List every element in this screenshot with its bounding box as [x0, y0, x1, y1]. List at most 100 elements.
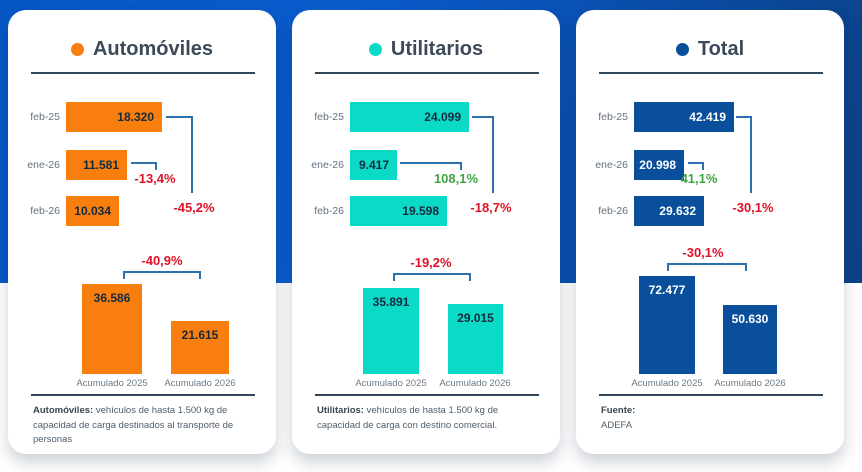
- bar-value: 36.586: [93, 291, 131, 305]
- yoy-change: -30,1%: [732, 200, 774, 215]
- mom-bracket: [131, 162, 157, 170]
- mom-change: 108,1%: [433, 171, 479, 186]
- monthly-bar-row: feb-25 24.099: [292, 102, 560, 132]
- monthly-bar: 42.419: [634, 102, 734, 132]
- footnote-text: vehículos de hasta 1.500 kg de capacidad…: [317, 405, 499, 431]
- bar-value: 50.630: [731, 312, 769, 326]
- month-label: feb-25: [598, 111, 628, 123]
- header-divider: [31, 72, 255, 74]
- month-label: ene-26: [27, 159, 60, 171]
- yoy-bracket: [166, 116, 193, 193]
- accumulated-bar: 21.615: [171, 321, 229, 374]
- accumulated-bar: 50.630: [723, 305, 777, 374]
- accumulated-bracket: [393, 273, 471, 281]
- accumulated-label: Acumulado 2025: [76, 378, 148, 389]
- footnote-term: Fuente:: [601, 405, 636, 416]
- monthly-bar: 9.417: [350, 150, 397, 180]
- mom-bracket: [400, 162, 462, 170]
- bar-value: 9.417: [358, 158, 389, 172]
- bar-value: 29.632: [659, 204, 696, 218]
- bar-value: 35.891: [372, 295, 410, 309]
- bar-value: 10.034: [74, 204, 111, 218]
- mom-change: -13,4%: [134, 171, 176, 186]
- month-label: ene-26: [311, 159, 344, 171]
- monthly-bar: 11.581: [66, 150, 127, 180]
- footnote: Utilitarios: vehículos de hasta 1.500 kg…: [317, 404, 540, 433]
- yoy-change: -45,2%: [173, 200, 215, 215]
- bar-value: 29.015: [457, 311, 494, 325]
- month-label: feb-25: [30, 111, 60, 123]
- monthly-bar: 10.034: [66, 196, 119, 226]
- bar-value: 72.477: [648, 283, 686, 297]
- panel-title: Utilitarios: [390, 37, 484, 60]
- bar-value: 18.320: [117, 110, 154, 124]
- panel-utilitarios: Utilitarios feb-25 24.099 ene-26 9.417 f…: [292, 10, 560, 454]
- footnote-divider: [315, 394, 539, 396]
- accumulated-label: Acumulado 2025: [355, 378, 427, 389]
- footnote-divider: [31, 394, 255, 396]
- monthly-bar-row: feb-26 10.034: [8, 196, 276, 226]
- month-label: feb-26: [598, 205, 628, 217]
- accumulated-label: Acumulado 2026: [164, 378, 236, 389]
- month-label: feb-25: [314, 111, 344, 123]
- monthly-bar: 29.632: [634, 196, 704, 226]
- panel-header: Automóviles: [8, 34, 276, 64]
- legend-dot-icon: [368, 42, 382, 56]
- accumulated-label: Acumulado 2026: [714, 378, 786, 389]
- monthly-bar: 19.598: [350, 196, 447, 226]
- monthly-bar-row: feb-25 18.320: [8, 102, 276, 132]
- accumulated-bar: 29.015: [448, 304, 503, 374]
- footnote-source: Fuente: ADEFA: [601, 404, 824, 433]
- month-label: ene-26: [595, 159, 628, 171]
- panel-title: Automóviles: [92, 37, 214, 60]
- footnote-divider: [599, 394, 823, 396]
- legend-dot-icon: [70, 42, 84, 56]
- accumulated-bracket: [667, 263, 747, 271]
- monthly-bar: 20.998: [634, 150, 684, 180]
- monthly-bar-row: ene-26 11.581: [8, 150, 276, 180]
- bar-value: 11.581: [82, 158, 119, 172]
- footnote-text: vehículos de hasta 1.500 kg de capacidad…: [33, 405, 234, 446]
- monthly-bar: 18.320: [66, 102, 162, 132]
- bar-value: 42.419: [689, 110, 726, 124]
- legend-dot-icon: [675, 42, 689, 56]
- yoy-bracket: [472, 116, 494, 193]
- bar-value: 19.598: [402, 204, 439, 218]
- yoy-bracket: [736, 116, 752, 193]
- panel-title: Total: [697, 37, 745, 60]
- accumulated-bar: 35.891: [363, 288, 419, 374]
- monthly-bar-row: feb-25 42.419: [576, 102, 844, 132]
- month-label: feb-26: [314, 205, 344, 217]
- yoy-change: -18,7%: [470, 200, 512, 215]
- accumulated-change: -19,2%: [410, 255, 452, 270]
- footnote-term: Utilitarios:: [317, 405, 364, 416]
- accumulated-bar: 72.477: [639, 276, 695, 374]
- header-divider: [599, 72, 823, 74]
- accumulated-label: Acumulado 2026: [439, 378, 511, 389]
- footnote-text: ADEFA: [601, 419, 633, 431]
- monthly-bar: 24.099: [350, 102, 469, 132]
- footnote: Automóviles: vehículos de hasta 1.500 kg…: [33, 404, 256, 448]
- monthly-bar-row: ene-26 9.417: [292, 150, 560, 180]
- accumulated-bar: 36.586: [82, 284, 142, 374]
- header-divider: [315, 72, 539, 74]
- panel-header: Total: [576, 34, 844, 64]
- bar-value: 24.099: [424, 110, 461, 124]
- month-label: feb-26: [30, 205, 60, 217]
- monthly-bar-row: ene-26 20.998: [576, 150, 844, 180]
- monthly-bar-row: feb-26 19.598: [292, 196, 560, 226]
- bar-value: 21.615: [181, 328, 219, 342]
- panel-header: Utilitarios: [292, 34, 560, 64]
- accumulated-change: -30,1%: [682, 245, 724, 260]
- accumulated-bracket: [123, 271, 201, 279]
- monthly-bar-row: feb-26 29.632: [576, 196, 844, 226]
- mom-bracket: [688, 162, 704, 170]
- footnote-term: Automóviles:: [33, 405, 94, 416]
- panel-total: Total feb-25 42.419 ene-26 20.998 feb-26…: [576, 10, 844, 454]
- mom-change: 41,1%: [680, 171, 718, 186]
- accumulated-label: Acumulado 2025: [631, 378, 703, 389]
- accumulated-change: -40,9%: [141, 253, 183, 268]
- panel-automoviles: Automóviles feb-25 18.320 ene-26 11.581 …: [8, 10, 276, 454]
- bar-value: 20.998: [639, 158, 676, 172]
